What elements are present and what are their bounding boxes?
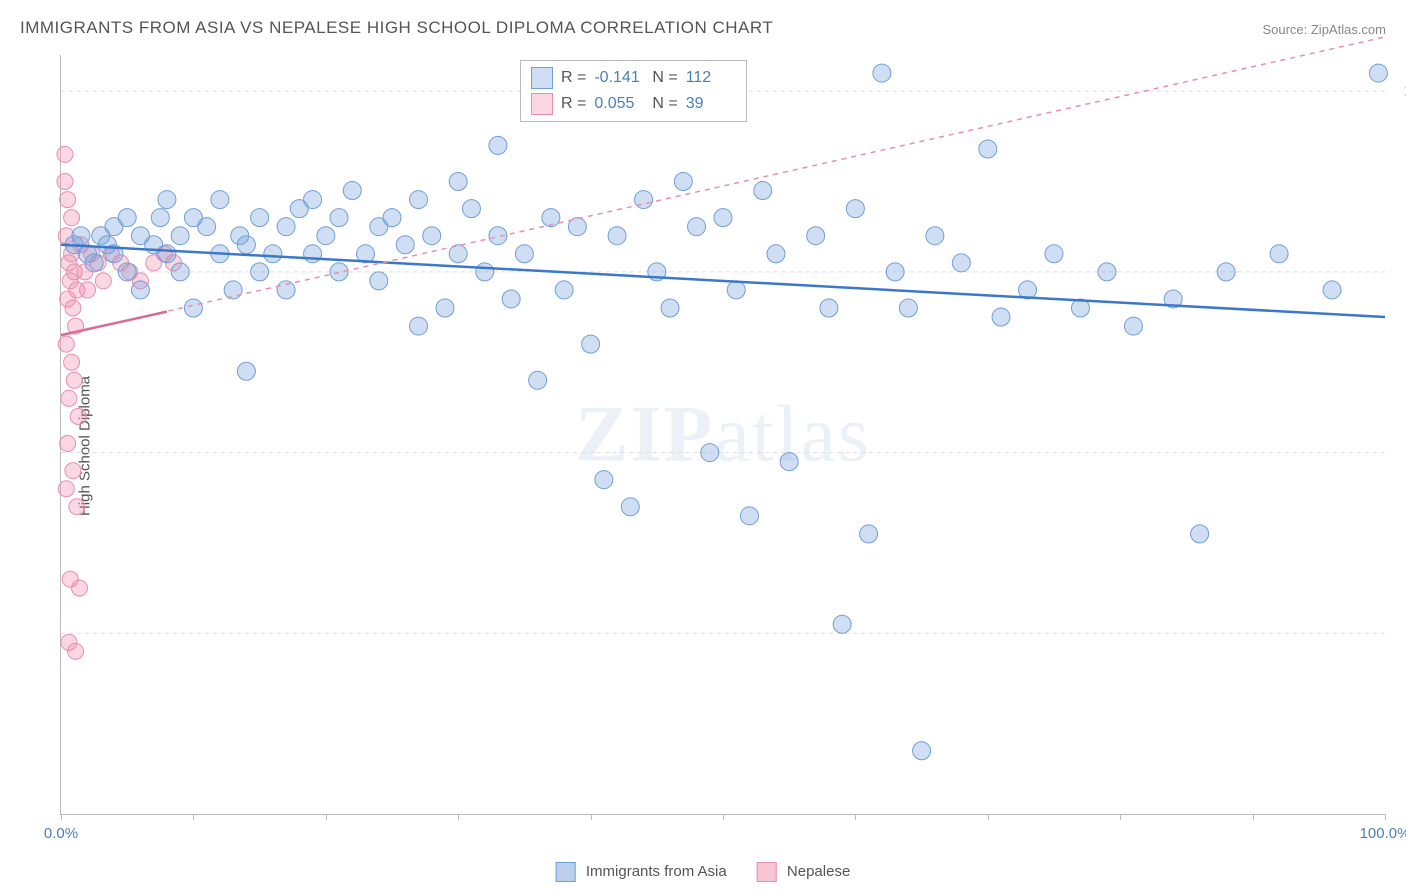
stats-r-label-nepalese: R =: [561, 95, 586, 113]
x-tick: [988, 814, 989, 820]
stats-row-nepalese: R = 0.055 N = 39: [531, 91, 736, 117]
stats-n-label-nepalese: N =: [652, 95, 677, 113]
x-tick: [723, 814, 724, 820]
y-tick-label: 70.0%: [1395, 625, 1406, 642]
stats-swatch-asia: [531, 67, 553, 89]
stats-n-value-nepalese: 39: [686, 95, 736, 113]
stats-r-label-asia: R =: [561, 69, 586, 87]
stats-n-label-asia: N =: [652, 69, 677, 87]
source-name: ZipAtlas.com: [1311, 22, 1386, 37]
x-tick: [193, 814, 194, 820]
stats-swatch-nepalese: [531, 93, 553, 115]
legend-item-nepalese: Nepalese: [757, 862, 851, 882]
x-tick: [1253, 814, 1254, 820]
x-tick: [1385, 814, 1386, 820]
legend-label-nepalese: Nepalese: [787, 863, 850, 880]
stats-row-asia: R = -0.141 N = 112: [531, 65, 736, 91]
source-label: Source:: [1262, 22, 1310, 37]
stats-r-value-nepalese: 0.055: [594, 95, 644, 113]
legend-item-asia: Immigrants from Asia: [556, 862, 727, 882]
x-tick: [591, 814, 592, 820]
x-tick: [458, 814, 459, 820]
plot-area: ZIPatlas 70.0%80.0%90.0%100.0%0.0%100.0%: [60, 55, 1385, 815]
x-tick: [61, 814, 62, 820]
legend-swatch-asia: [556, 862, 576, 882]
x-tick: [326, 814, 327, 820]
chart-svg: [61, 55, 1385, 814]
source-attribution: Source: ZipAtlas.com: [1262, 22, 1386, 37]
legend-swatch-nepalese: [757, 862, 777, 882]
legend-label-asia: Immigrants from Asia: [586, 863, 727, 880]
chart-container: IMMIGRANTS FROM ASIA VS NEPALESE HIGH SC…: [0, 0, 1406, 892]
stats-r-value-asia: -0.141: [594, 69, 644, 87]
x-tick: [855, 814, 856, 820]
stats-n-value-asia: 112: [686, 69, 736, 87]
y-tick-label: 100.0%: [1395, 83, 1406, 100]
y-tick-label: 80.0%: [1395, 444, 1406, 461]
x-tick-label: 0.0%: [44, 825, 78, 842]
x-tick: [1120, 814, 1121, 820]
y-tick-label: 90.0%: [1395, 263, 1406, 280]
stats-legend-box: R = -0.141 N = 112 R = 0.055 N = 39: [520, 60, 747, 122]
bottom-legend: Immigrants from Asia Nepalese: [556, 862, 851, 882]
chart-title: IMMIGRANTS FROM ASIA VS NEPALESE HIGH SC…: [20, 18, 773, 38]
x-tick-label: 100.0%: [1360, 825, 1406, 842]
